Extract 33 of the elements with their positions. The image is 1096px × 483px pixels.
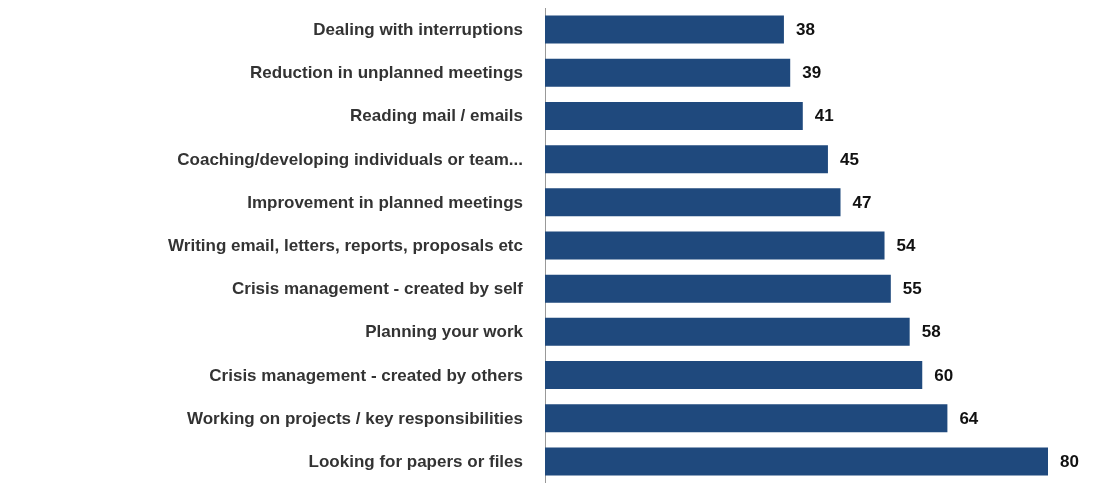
bar <box>545 145 828 174</box>
y-tick-label: Dealing with interruptions <box>313 20 523 40</box>
bar <box>545 101 803 130</box>
data-label: 38 <box>795 20 815 40</box>
data-label: 64 <box>959 408 979 428</box>
bar <box>545 231 885 260</box>
bar <box>545 317 910 346</box>
bar <box>545 447 1048 476</box>
data-label: 60 <box>934 365 954 385</box>
bar <box>545 15 784 44</box>
bar <box>545 404 948 433</box>
y-tick-label: Crisis management - created by self <box>231 279 524 299</box>
data-label: 58 <box>921 322 941 342</box>
data-label: 80 <box>1060 451 1079 471</box>
data-label: 55 <box>902 279 922 299</box>
y-tick-label: Writing email, letters, reports, proposals etc <box>168 236 523 255</box>
y-tick-label: Working on projects / key responsibilities <box>187 408 523 428</box>
bar <box>545 188 841 217</box>
bar <box>545 58 791 87</box>
y-tick-label: Looking for papers or files <box>308 451 523 471</box>
data-label: 47 <box>852 192 872 212</box>
data-label: 54 <box>896 236 916 255</box>
y-tick-label: Improvement in planned meetings <box>247 192 523 212</box>
data-label: 39 <box>802 63 822 83</box>
bar <box>545 274 891 303</box>
y-tick-label: Crisis management - created by others <box>209 365 523 385</box>
bar <box>545 361 923 390</box>
data-label: 45 <box>839 149 859 169</box>
y-tick-label: Coaching/developing individuals or team... <box>177 149 523 169</box>
y-tick-label: Planning your work <box>365 322 524 342</box>
data-label: 41 <box>814 106 834 126</box>
y-tick-label: Reading mail / emails <box>350 106 523 126</box>
y-tick-label: Reduction in unplanned meetings <box>250 63 523 83</box>
